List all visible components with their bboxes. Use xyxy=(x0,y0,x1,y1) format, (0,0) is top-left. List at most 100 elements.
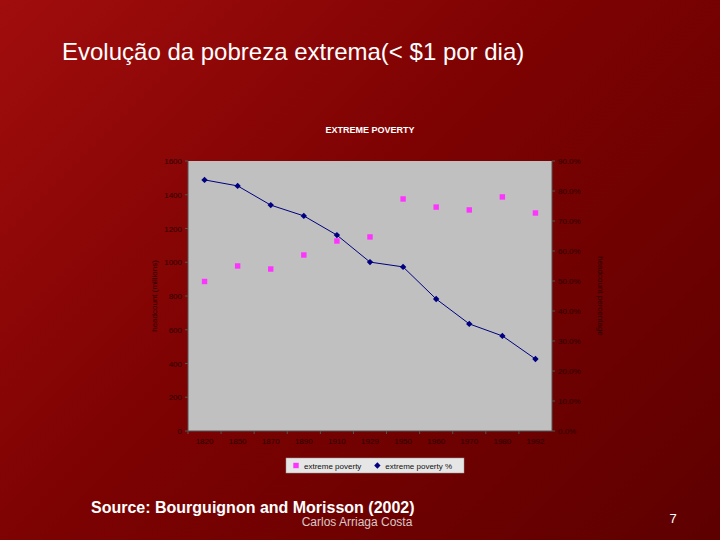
y2-tick-label: 50.0% xyxy=(558,277,581,286)
data-point xyxy=(301,213,307,219)
y-tick-label: 1200 xyxy=(164,225,182,234)
x-tick xyxy=(287,431,288,434)
data-point xyxy=(235,263,240,268)
legend: extreme poverty extreme poverty % xyxy=(286,458,464,473)
chart-title: EXTREME POVERTY xyxy=(325,125,414,135)
y2-tick-label: 10.0% xyxy=(558,397,581,406)
y2-tick xyxy=(552,311,555,312)
data-point xyxy=(334,238,339,243)
x-tick-label: 1910 xyxy=(328,437,346,446)
x-tick xyxy=(386,431,387,434)
y-tick-label: 600 xyxy=(169,326,183,335)
legend-swatch xyxy=(374,462,380,468)
data-point xyxy=(532,356,538,362)
y-tick xyxy=(185,397,188,398)
x-tick-label: 1850 xyxy=(229,437,247,446)
y2-tick-label: 80.0% xyxy=(558,187,581,196)
legend-label: extreme poverty xyxy=(304,462,361,471)
y-tick xyxy=(185,228,188,229)
plot-area xyxy=(188,161,552,431)
x-tick xyxy=(353,431,354,434)
x-tick-label: 1870 xyxy=(262,437,280,446)
data-point xyxy=(334,232,340,238)
canvas: Evolução da pobreza extrema(< $1 por dia… xyxy=(0,0,720,540)
x-tick xyxy=(320,431,321,434)
data-point xyxy=(466,321,472,327)
series-line xyxy=(205,180,536,359)
y2-tick xyxy=(552,281,555,282)
y-tick-label: 1600 xyxy=(164,157,182,166)
data-point xyxy=(268,266,273,271)
y-tick-label: 800 xyxy=(169,292,183,301)
x-tick-label: 1980 xyxy=(493,437,511,446)
y-tick-label: 200 xyxy=(169,393,183,402)
data-point xyxy=(433,296,439,302)
y2-tick-label: 70.0% xyxy=(558,217,581,226)
data-point xyxy=(301,252,306,257)
y-tick-label: 400 xyxy=(169,360,183,369)
y2-tick xyxy=(552,401,555,402)
y2-tick xyxy=(552,251,555,252)
x-tick-label: 1960 xyxy=(427,437,445,446)
x-tick-label: 1950 xyxy=(394,437,412,446)
x-tick xyxy=(419,431,420,434)
legend-swatch xyxy=(293,463,298,468)
y2-axis-title: headcount percentage xyxy=(596,256,605,336)
data-point xyxy=(499,333,505,339)
data-point xyxy=(367,234,372,239)
marks xyxy=(201,177,538,363)
page-number: 7 xyxy=(669,511,676,526)
y2-tick-label: 40.0% xyxy=(558,307,581,316)
slide-title: Evolução da pobreza extrema(< $1 por dia… xyxy=(62,38,524,65)
y-tick xyxy=(185,161,188,162)
x-tick xyxy=(452,431,453,434)
y2-tick xyxy=(552,191,555,192)
x-tick-label: 1890 xyxy=(295,437,313,446)
y2-tick-label: 0.0% xyxy=(558,427,576,436)
y2-tick-label: 30.0% xyxy=(558,337,581,346)
y2-tick xyxy=(552,341,555,342)
slide: {"slide": {"title": "Evolução da pobreza… xyxy=(0,0,720,540)
y-tick xyxy=(185,329,188,330)
x-tick-label: 1820 xyxy=(196,437,214,446)
x-tick xyxy=(188,431,189,434)
y-tick xyxy=(185,194,188,195)
y2-tick xyxy=(552,431,555,432)
x-tick-label: 1929 xyxy=(361,437,379,446)
y-tick-label: 0 xyxy=(178,427,183,436)
y-tick xyxy=(185,262,188,263)
y2-tick-label: 20.0% xyxy=(558,367,581,376)
data-point xyxy=(433,204,438,209)
y-tick-label: 1000 xyxy=(164,258,182,267)
y2-tick xyxy=(552,221,555,222)
y2-tick xyxy=(552,161,555,162)
data-point xyxy=(367,259,373,265)
y2-tick-label: 90.0% xyxy=(558,157,581,166)
y-tick xyxy=(185,363,188,364)
data-point xyxy=(467,207,472,212)
x-tick-label: 1970 xyxy=(460,437,478,446)
data-point xyxy=(234,183,240,189)
y2-tick xyxy=(552,371,555,372)
data-point xyxy=(202,279,207,284)
y2-tick-label: 60.0% xyxy=(558,247,581,256)
y2-axis-line xyxy=(552,161,553,431)
legend-label: extreme poverty % xyxy=(385,462,452,471)
y-tick xyxy=(185,296,188,297)
x-tick xyxy=(485,431,486,434)
x-tick xyxy=(518,431,519,434)
x-tick xyxy=(254,431,255,434)
data-point xyxy=(533,210,538,215)
y-axis-title: headcount (millions) xyxy=(150,260,159,332)
x-tick xyxy=(221,431,222,434)
data-point xyxy=(400,196,405,201)
data-point xyxy=(500,194,505,199)
legend-box xyxy=(286,458,464,473)
author: Carlos Arriaga Costa xyxy=(302,515,413,529)
source: Source: Bourguignon and Morisson (2002) xyxy=(91,499,415,516)
x-axis-line xyxy=(188,431,552,432)
data-point xyxy=(400,264,406,270)
data-point xyxy=(268,202,274,208)
data-point xyxy=(201,177,207,183)
y-tick-label: 1400 xyxy=(164,191,182,200)
